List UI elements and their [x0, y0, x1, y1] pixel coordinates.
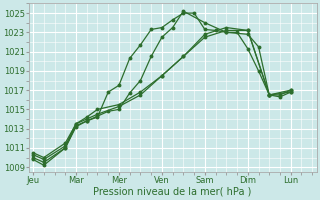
X-axis label: Pression niveau de la mer( hPa ): Pression niveau de la mer( hPa ): [93, 187, 252, 197]
